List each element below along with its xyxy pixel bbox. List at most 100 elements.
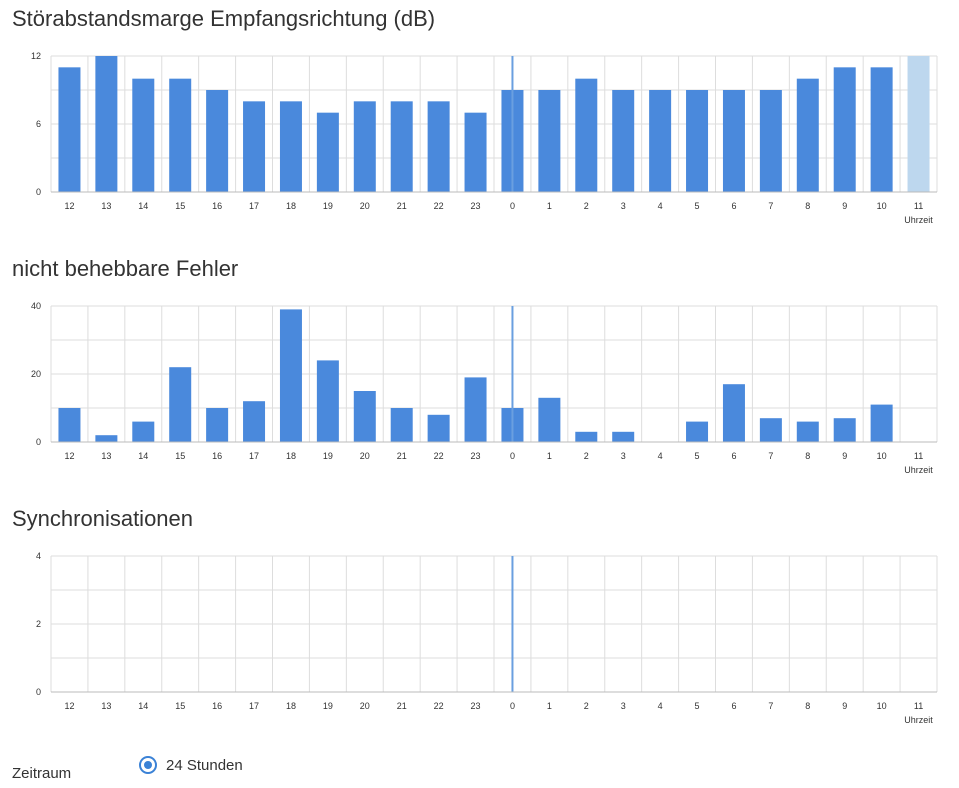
bar-17[interactable] (243, 101, 266, 192)
x-tick-label: 15 (175, 201, 185, 211)
bar-19[interactable] (316, 112, 339, 192)
bar-22[interactable] (427, 414, 450, 442)
bar-1[interactable] (538, 90, 561, 192)
radio-selected-icon[interactable] (139, 756, 157, 774)
x-tick-label: 8 (805, 201, 810, 211)
bar-5[interactable] (686, 90, 709, 192)
x-tick-label: 10 (877, 451, 887, 461)
bar-18[interactable] (279, 309, 302, 442)
bar-20[interactable] (353, 391, 376, 442)
x-tick-label: 5 (695, 701, 700, 711)
bar-9[interactable] (833, 67, 856, 192)
x-axis-unit-label: Uhrzeit (904, 465, 933, 475)
bar-16[interactable] (206, 90, 229, 192)
x-tick-label: 15 (175, 451, 185, 461)
x-tick-label: 11 (914, 701, 923, 711)
x-tick-label: 6 (731, 201, 736, 211)
x-tick-label: 4 (658, 451, 663, 461)
y-tick-label: 40 (31, 301, 41, 311)
bar-20[interactable] (353, 101, 376, 192)
x-tick-label: 16 (212, 701, 222, 711)
x-tick-label: 19 (323, 201, 333, 211)
bar-2[interactable] (575, 78, 598, 192)
x-tick-label: 17 (249, 451, 259, 461)
x-tick-label: 2 (584, 701, 589, 711)
bar-8[interactable] (796, 78, 819, 192)
bar-18[interactable] (279, 101, 302, 192)
y-tick-label: 2 (36, 619, 41, 629)
x-tick-label: 20 (360, 701, 370, 711)
bar-3[interactable] (612, 431, 635, 442)
bar-17[interactable] (243, 401, 266, 442)
x-tick-label: 7 (768, 701, 773, 711)
bar-21[interactable] (390, 101, 413, 192)
bar-10[interactable] (870, 67, 893, 192)
bar-23[interactable] (464, 377, 487, 442)
bar-2[interactable] (575, 431, 598, 442)
x-tick-label: 21 (397, 201, 407, 211)
bar-4[interactable] (649, 90, 672, 192)
bar-19[interactable] (316, 360, 339, 442)
x-tick-label: 3 (621, 701, 626, 711)
x-tick-label: 23 (471, 201, 481, 211)
bar-12[interactable] (58, 408, 81, 442)
bar-21[interactable] (390, 408, 413, 442)
x-tick-label: 5 (695, 451, 700, 461)
bar-10[interactable] (870, 404, 893, 442)
bar-5[interactable] (686, 421, 709, 442)
bar-23[interactable] (464, 112, 487, 192)
bar-9[interactable] (833, 418, 856, 442)
y-tick-label: 20 (31, 369, 41, 379)
x-tick-label: 17 (249, 201, 259, 211)
bar-8[interactable] (796, 421, 819, 442)
x-tick-label: 23 (471, 451, 481, 461)
bar-6[interactable] (722, 90, 745, 192)
bar-14[interactable] (132, 78, 155, 192)
period-24h-option[interactable]: 24 Stunden (139, 756, 243, 774)
bar-7[interactable] (759, 418, 782, 442)
bar-14[interactable] (132, 421, 155, 442)
x-tick-label: 2 (584, 201, 589, 211)
x-tick-label: 15 (175, 701, 185, 711)
x-tick-label: 18 (286, 451, 296, 461)
x-tick-label: 6 (731, 701, 736, 711)
zeitraum-label: Zeitraum (12, 765, 72, 782)
x-tick-label: 0 (510, 701, 515, 711)
x-tick-label: 13 (101, 701, 111, 711)
bar-15[interactable] (169, 78, 192, 192)
chart-title-sync: Synchronisationen (12, 506, 194, 531)
x-tick-label: 8 (805, 701, 810, 711)
bar-1[interactable] (538, 397, 561, 442)
x-tick-label: 6 (731, 451, 736, 461)
chart-title-snr: Störabstandsmarge Empfangsrichtung (dB) (12, 6, 436, 31)
x-tick-label: 21 (397, 451, 407, 461)
x-tick-label: 3 (621, 201, 626, 211)
x-tick-label: 1 (547, 701, 552, 711)
y-tick-label: 12 (31, 51, 41, 61)
x-tick-label: 23 (471, 701, 481, 711)
bar-16[interactable] (206, 408, 229, 442)
y-tick-label: 4 (36, 551, 41, 561)
bar-12[interactable] (58, 67, 81, 192)
bar-13[interactable] (95, 56, 118, 192)
bar-11[interactable] (907, 56, 930, 192)
x-tick-label: 22 (434, 451, 444, 461)
x-tick-label: 7 (768, 451, 773, 461)
x-tick-label: 12 (64, 201, 74, 211)
bar-3[interactable] (612, 90, 635, 192)
x-tick-label: 4 (658, 201, 663, 211)
bar-15[interactable] (169, 367, 192, 442)
bar-13[interactable] (95, 435, 118, 442)
x-tick-label: 11 (914, 201, 923, 211)
bar-22[interactable] (427, 101, 450, 192)
x-tick-label: 8 (805, 451, 810, 461)
x-tick-label: 13 (101, 201, 111, 211)
x-tick-label: 14 (138, 451, 148, 461)
x-tick-label: 22 (434, 201, 444, 211)
x-tick-label: 0 (510, 201, 515, 211)
x-tick-label: 9 (842, 451, 847, 461)
x-tick-label: 19 (323, 451, 333, 461)
bar-7[interactable] (759, 90, 782, 192)
bar-6[interactable] (722, 384, 745, 442)
